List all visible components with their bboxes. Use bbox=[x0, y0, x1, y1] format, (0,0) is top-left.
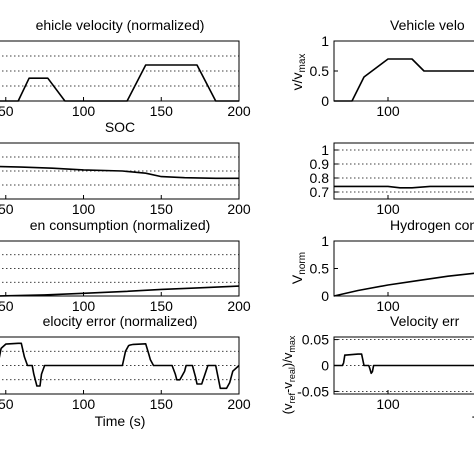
axes-box bbox=[333, 142, 474, 200]
y-tick-label: 0.7 bbox=[310, 184, 330, 200]
panel-title: ehicle velocity (normalized) bbox=[36, 17, 205, 33]
x-tick-label: 200 bbox=[227, 396, 251, 412]
x-tick-label: 100 bbox=[72, 298, 96, 314]
x-tick-label: 200 bbox=[227, 103, 251, 119]
y-tick-label: 0 bbox=[321, 93, 329, 109]
x-tick-label: 200 bbox=[227, 298, 251, 314]
x-tick-label: 50 bbox=[0, 396, 14, 412]
x-tick-label: 150 bbox=[150, 396, 174, 412]
y-tick-label: 0.5 bbox=[310, 63, 330, 79]
panel-6 bbox=[333, 142, 474, 200]
panel-title: Vehicle velo bbox=[390, 17, 465, 33]
x-tick-label: 100 bbox=[376, 201, 400, 217]
panel-title: SOC bbox=[105, 119, 135, 135]
x-tick-label: 50 bbox=[0, 103, 14, 119]
panel-title: Hydrogen consu bbox=[390, 217, 474, 233]
series-line bbox=[333, 272, 474, 297]
axes-box bbox=[0, 240, 240, 297]
y-tick-label: 0.9 bbox=[310, 156, 330, 172]
series-line bbox=[0, 285, 240, 297]
series-line bbox=[334, 58, 474, 102]
x-tick-label: 100 bbox=[72, 103, 96, 119]
y-axis-label: v/vmax bbox=[289, 54, 308, 91]
y-tick-label: 0.8 bbox=[310, 170, 330, 186]
x-axis-label: Time (s) bbox=[95, 413, 146, 429]
panel-2 bbox=[0, 142, 240, 200]
x-tick-label: 100 bbox=[72, 396, 96, 412]
y-axis-label: Vnorm bbox=[289, 252, 308, 284]
series-line bbox=[0, 64, 239, 102]
y-tick-label: 0.05 bbox=[302, 332, 329, 348]
x-tick-label: 150 bbox=[150, 103, 174, 119]
panel-8 bbox=[333, 336, 474, 395]
panel-title: elocity error (normalized) bbox=[43, 313, 198, 329]
panel-title: en consumption (normalized) bbox=[30, 217, 211, 233]
panel-4 bbox=[0, 336, 240, 395]
series-line bbox=[0, 342, 240, 390]
x-tick-label: 100 bbox=[376, 396, 400, 412]
x-tick-label: 100 bbox=[376, 103, 400, 119]
series-line bbox=[0, 165, 239, 180]
x-tick-label: 200 bbox=[227, 201, 251, 217]
axes-box bbox=[0, 142, 240, 200]
x-tick-label: 150 bbox=[150, 298, 174, 314]
y-tick-label: 0.5 bbox=[310, 261, 330, 277]
y-tick-label: 1 bbox=[321, 33, 329, 49]
y-tick-label: -0.05 bbox=[297, 383, 329, 399]
x-tick-label: 150 bbox=[150, 201, 174, 217]
panel-title: Velocity err bbox=[390, 313, 460, 329]
y-axis-label: (vref-vreal)/vmax bbox=[280, 335, 297, 414]
x-tick-label: 100 bbox=[376, 298, 400, 314]
y-tick-label: 0 bbox=[321, 358, 329, 374]
panel-7 bbox=[333, 240, 474, 297]
series-line bbox=[334, 353, 474, 375]
series-line bbox=[334, 185, 474, 189]
y-tick-label: 0 bbox=[321, 288, 329, 304]
y-tick-label: 1 bbox=[321, 233, 329, 249]
panel-1 bbox=[0, 40, 240, 102]
x-tick-label: 50 bbox=[0, 201, 14, 217]
panel-5 bbox=[333, 40, 474, 102]
axes-box bbox=[333, 240, 474, 297]
y-tick-label: 1 bbox=[321, 142, 329, 158]
x-tick-label: 50 bbox=[0, 298, 14, 314]
x-axis-label: T bbox=[472, 413, 474, 429]
panel-3 bbox=[0, 240, 240, 297]
x-tick-label: 100 bbox=[72, 201, 96, 217]
